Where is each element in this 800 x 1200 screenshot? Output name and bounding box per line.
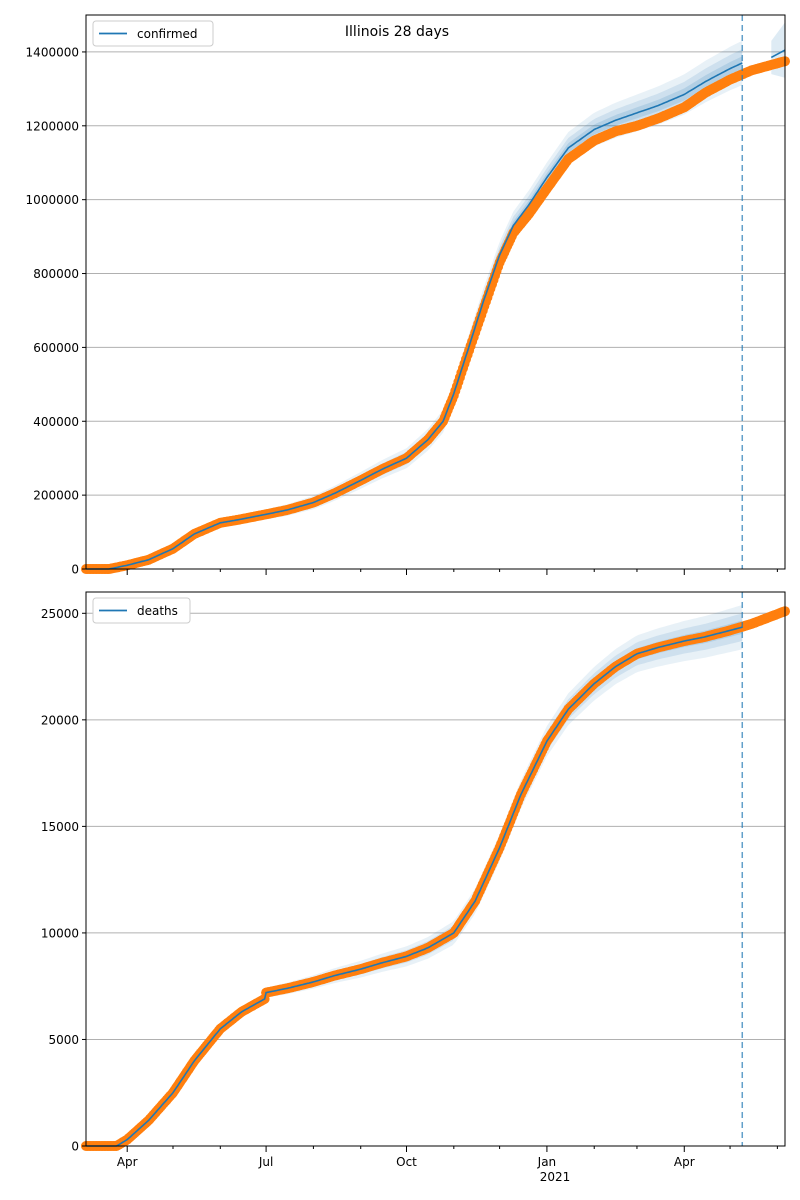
confirmed-tail-forecast-series — [770, 49, 786, 59]
confirmed-y-tick-label: 600000 — [33, 341, 79, 355]
deaths-axes-frame — [85, 591, 786, 1147]
deaths-y-tick-label: 15000 — [41, 820, 79, 834]
confirmed-axes-frame — [85, 14, 786, 570]
deaths-forecast-series — [86, 626, 743, 1147]
confirmed-legend: confirmed — [92, 20, 214, 47]
x-axis-year-label: 2021 — [540, 1170, 571, 1184]
deaths-x-ticks: Apr Jul Oct Jan Apr — [117, 1146, 778, 1169]
confirmed-legend-box — [92, 20, 214, 47]
deaths-y-tick-label: 0 — [71, 1140, 79, 1154]
confirmed-y-tick-label: 800000 — [33, 267, 79, 281]
deaths-y-tick-label: 5000 — [48, 1033, 79, 1047]
x-tick-label: Apr — [117, 1155, 138, 1169]
chart-title: Illinois 28 days — [345, 24, 449, 40]
confirmed-band-2 — [86, 49, 743, 569]
confirmed-panel: 0 200000 400000 600000 800000 1000000 1200000 1… — [26, 14, 790, 577]
deaths-y-tick-label: 25000 — [41, 607, 79, 621]
deaths-legend: deaths — [92, 597, 191, 624]
confirmed-y-tick-label: 0 — [71, 563, 79, 577]
deaths-legend-label: deaths — [137, 604, 178, 618]
x-tick-label: Oct — [396, 1155, 417, 1169]
confirmed-band-1 — [86, 40, 743, 569]
deaths-y-tick-label: 10000 — [41, 926, 79, 940]
confirmed-forecast-line — [86, 49, 786, 570]
confirmed-forecast-series — [86, 62, 743, 570]
confirmed-y-tick-label: 1200000 — [26, 119, 79, 133]
confirmed-y-tick-label: 400000 — [33, 415, 79, 429]
x-tick-label: Apr — [674, 1155, 695, 1169]
deaths-y-ticks: 0 5000 10000 15000 20000 25000 — [41, 607, 86, 1154]
deaths-legend-box — [92, 597, 191, 624]
confirmed-y-tick-label: 1400000 — [26, 45, 79, 59]
confirmed-y-ticks: 0 200000 400000 600000 800000 1000000 1200000 1… — [26, 45, 86, 577]
x-tick-label: Jan — [537, 1155, 557, 1169]
confirmed-legend-label: confirmed — [137, 27, 198, 41]
deaths-y-tick-label: 20000 — [41, 713, 79, 727]
confirmed-y-tick-label: 200000 — [33, 489, 79, 503]
confirmed-y-tick-label: 1000000 — [26, 193, 79, 207]
x-tick-label: Jul — [258, 1155, 273, 1169]
deaths-forecast-line — [86, 626, 743, 1147]
